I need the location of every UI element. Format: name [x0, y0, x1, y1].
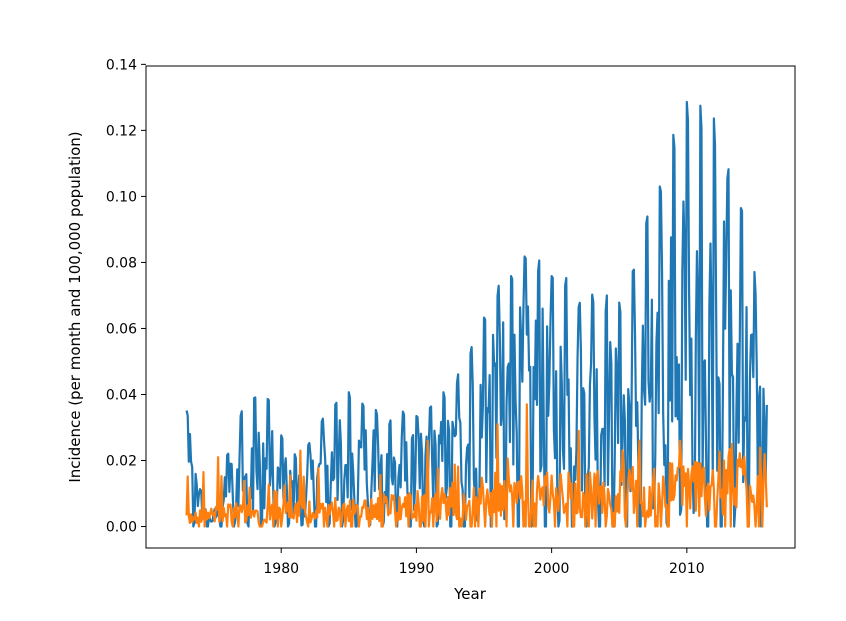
y-tick-label: 0.04: [106, 387, 137, 403]
x-tick-label: 1990: [399, 561, 435, 577]
x-tick-label: 1980: [263, 561, 299, 577]
y-tick-label: 0.08: [106, 255, 137, 271]
series-1-line: [185, 100, 768, 528]
y-axis: 0.00 0.02 0.04 0.06 0.08 0.10 0.12 0.14: [106, 57, 146, 536]
x-axis: 1980 1990 2000 2010: [263, 548, 705, 577]
series-2-line: [185, 403, 768, 528]
y-tick-label: 0.10: [106, 189, 137, 205]
x-tick-label: 2000: [534, 561, 570, 577]
y-tick-label: 0.06: [106, 321, 137, 337]
y-tick-label: 0.00: [106, 520, 137, 536]
y-tick-label: 0.14: [106, 57, 137, 73]
y-tick-label: 0.12: [106, 123, 137, 139]
series-layer: [185, 100, 768, 528]
x-axis-label: Year: [453, 585, 487, 603]
y-tick-label: 0.02: [106, 454, 137, 470]
y-axis-label: Incidence (per month and 100,000 populat…: [66, 131, 84, 482]
x-tick-label: 2010: [669, 561, 705, 577]
plot-frame: [145, 65, 796, 549]
